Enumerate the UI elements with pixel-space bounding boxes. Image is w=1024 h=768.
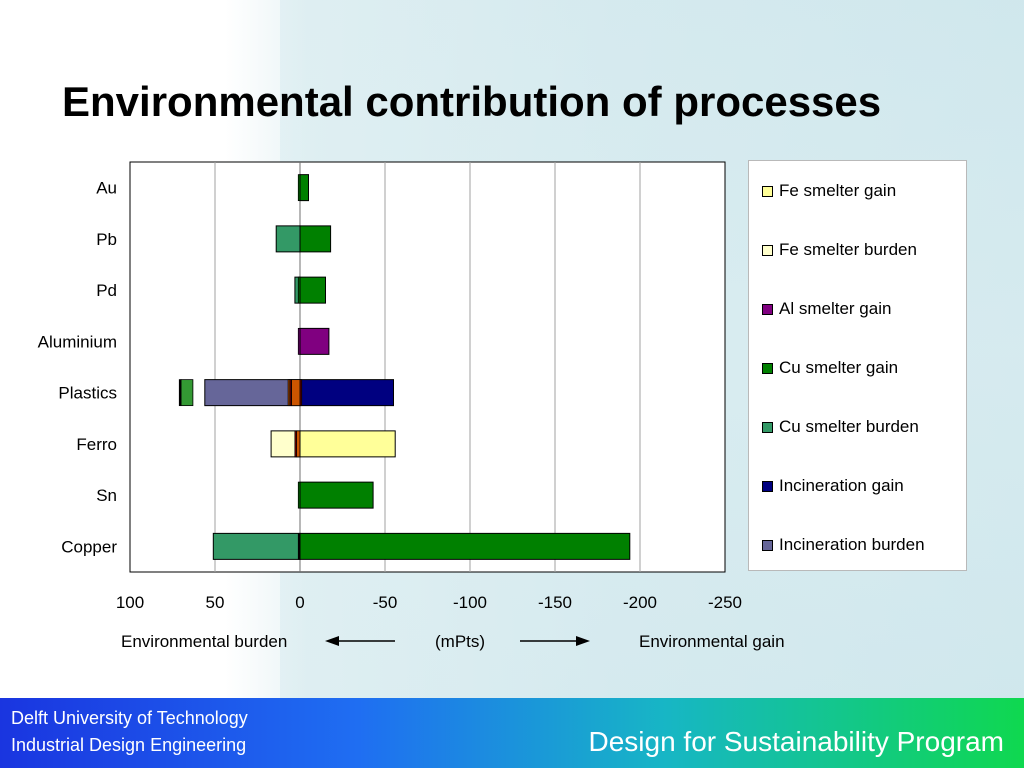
axis-text-gain: Environmental gain — [639, 632, 785, 651]
legend-item: Fe smelter gain — [762, 180, 896, 202]
legend-label: Cu smelter burden — [779, 417, 919, 436]
bar-segment — [178, 379, 182, 407]
bar-segment — [180, 379, 194, 407]
category-label: Aluminium — [38, 332, 117, 351]
axis-text-unit: (mPts) — [435, 632, 485, 651]
x-tick-label: 100 — [116, 593, 144, 612]
bar-segment — [296, 430, 301, 458]
legend-item: Incineration burden — [762, 534, 925, 556]
bar-segment — [299, 532, 631, 560]
bar-segment — [299, 276, 326, 304]
bar-segment — [299, 225, 332, 253]
category-label: Sn — [96, 486, 117, 505]
footer-program: Design for Sustainability Program — [588, 726, 1004, 757]
legend-label: Fe smelter gain — [779, 181, 897, 200]
category-label: Au — [96, 179, 117, 198]
bar-chart: Au Pb Pd Aluminium Plastics Ferro Sn Copper 100… — [38, 161, 785, 651]
arrow-left-head — [325, 636, 339, 646]
bar-segment — [299, 430, 396, 458]
legend-item: Al smelter gain — [762, 298, 891, 320]
slide-title: Environmental contribution of processes — [62, 78, 882, 125]
category-label: Copper — [61, 537, 117, 556]
bar-segment — [294, 430, 297, 458]
category-label: Ferro — [76, 435, 117, 454]
x-tick-label: 0 — [295, 593, 304, 612]
category-label: Pb — [96, 230, 117, 249]
bar-segment — [299, 174, 309, 202]
bar-segment — [204, 379, 301, 407]
bar-segment — [299, 481, 374, 509]
arrow-right-head — [576, 636, 590, 646]
category-labels: Au Pb Pd Aluminium Plastics Ferro Sn Copper — [38, 179, 118, 557]
plot-area — [129, 161, 726, 573]
legend-item: Cu smelter burden — [762, 416, 919, 438]
legend-label: Cu smelter gain — [779, 358, 899, 377]
x-tick-label: -200 — [623, 593, 657, 612]
footer-university: Delft University of Technology — [11, 708, 248, 728]
legend-swatch — [762, 480, 773, 492]
bar-segment — [299, 379, 394, 407]
x-tick-label: -100 — [453, 593, 487, 612]
legend-swatch — [762, 539, 773, 551]
category-label: Pd — [96, 281, 117, 300]
footer-bar: Delft University of Technology Industria… — [0, 698, 1024, 768]
x-tick-label: 50 — [206, 593, 225, 612]
legend-swatch — [762, 244, 773, 256]
bar-segment — [299, 327, 330, 355]
legend-label: Fe smelter burden — [779, 240, 917, 259]
footer-faculty: Industrial Design Engineering — [11, 735, 247, 755]
legend-item: Incineration gain — [762, 475, 904, 497]
legend-label: Incineration gain — [779, 476, 904, 495]
bars — [178, 162, 631, 572]
x-tick-label: -50 — [373, 593, 398, 612]
bar-segment — [287, 379, 291, 407]
legend-swatch — [762, 362, 773, 374]
bar-segment — [275, 225, 301, 253]
chart-legend: Fe smelter gain Fe smelter burden Al smelt… — [748, 160, 967, 571]
legend-swatch — [762, 303, 773, 315]
legend-label: Incineration burden — [779, 535, 925, 554]
bar-segment — [291, 379, 301, 407]
legend-swatch — [762, 421, 773, 433]
legend-swatch — [762, 185, 773, 197]
category-label: Plastics — [58, 384, 117, 403]
legend-item: Cu smelter gain — [762, 357, 898, 379]
bar-segment — [212, 532, 301, 560]
x-tick-labels: 100 50 0 -50 -100 -150 -200 -250 — [116, 593, 742, 612]
legend-label: Al smelter gain — [779, 299, 892, 318]
x-tick-label: -150 — [538, 593, 572, 612]
legend-item: Fe smelter burden — [762, 239, 917, 261]
x-tick-label: -250 — [708, 593, 742, 612]
axis-text-burden: Environmental burden — [121, 632, 287, 651]
